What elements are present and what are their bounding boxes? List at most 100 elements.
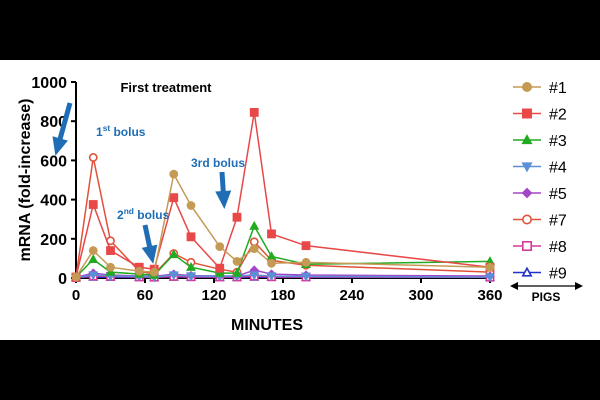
legend-label: #2 xyxy=(549,107,567,124)
legend-item-#5: #5 xyxy=(513,186,567,203)
main-x-tick-label: 180 xyxy=(270,287,295,304)
legend-label: #1 xyxy=(549,80,567,97)
bolus1-label-word: bolus xyxy=(110,125,146,139)
main-y-tick-label: 200 xyxy=(40,232,67,249)
bolus1-label: 1st bolus xyxy=(96,123,146,139)
data-point-#3 xyxy=(88,254,99,264)
data-point-#2 xyxy=(169,193,179,203)
data-point-#1 xyxy=(249,244,259,253)
data-point-#2 xyxy=(88,200,98,209)
main-axes: 0 200 400 600 800 1000 0 60 120 180 240 300 360 MINUT… xyxy=(17,75,503,334)
legend-title: PIGS xyxy=(532,290,561,304)
data-point-#2 xyxy=(215,263,225,273)
data-point-#4 xyxy=(249,271,260,281)
data-point-#4 xyxy=(88,271,99,281)
series-#1 xyxy=(71,169,495,282)
legend-marker xyxy=(521,81,532,92)
legend-marker xyxy=(521,108,532,119)
data-point-#1 xyxy=(134,266,144,276)
legend-item-#9: #9 xyxy=(513,266,567,283)
legend-item-#7: #7 xyxy=(513,213,567,230)
main-x-tick-label: 60 xyxy=(137,287,154,304)
legend-item-#1: #1 xyxy=(513,80,567,97)
bolus2-label-word: bolus xyxy=(134,208,170,222)
bolus3-label-num: 3rd bolus xyxy=(191,156,245,170)
legend-label: #7 xyxy=(549,213,567,230)
data-point-#4 xyxy=(485,273,495,283)
data-point-#1 xyxy=(485,262,495,272)
legend: #1 #2 #3 #4 #5 #7 #8 #9 PIGS xyxy=(510,80,583,304)
main-x-tick-label: 120 xyxy=(201,287,226,304)
bolus2-arrow-head xyxy=(141,244,158,264)
main-y-tick-label: 400 xyxy=(40,193,67,210)
data-point-#3 xyxy=(168,249,179,259)
legend-marker xyxy=(521,241,532,252)
legend-label: #4 xyxy=(549,160,567,177)
legend-item-#8: #8 xyxy=(513,239,567,256)
data-point-#3 xyxy=(186,261,196,271)
legend-marker xyxy=(521,266,533,277)
main-x-tick-label: 300 xyxy=(408,287,433,304)
legend-axis-right-arrow xyxy=(575,282,583,290)
bolus1-label-sup: st xyxy=(103,123,111,133)
main-y-tick-label: 0 xyxy=(58,271,67,288)
series-#2 xyxy=(71,107,495,282)
data-point-#2 xyxy=(301,241,311,251)
bolus3-label: 3rd bolus xyxy=(191,156,245,170)
data-point-#2 xyxy=(267,229,276,239)
data-point-#1 xyxy=(149,267,159,277)
legend-axis-left-arrow xyxy=(510,282,518,290)
legend-label: #9 xyxy=(549,266,567,283)
legend-marker xyxy=(521,134,533,145)
main-chart-title: First treatment xyxy=(120,80,212,95)
data-point-#4 xyxy=(186,272,196,282)
data-point-#3 xyxy=(232,267,242,277)
figure-panel: 0 200 400 600 800 1000 0 60 120 180 240 300 360 MINUT… xyxy=(0,60,600,340)
legend-label: #8 xyxy=(549,239,567,256)
data-point-#2 xyxy=(106,246,115,255)
data-point-#2 xyxy=(249,107,259,117)
data-point-#4 xyxy=(301,272,311,282)
data-point-#3 xyxy=(249,220,260,230)
bolus1-arrow-head xyxy=(52,136,68,156)
legend-marker xyxy=(521,187,533,199)
legend-label: #5 xyxy=(549,186,567,203)
bolus2-label: 2nd bolus xyxy=(117,206,170,222)
main-y-axis-title: mRNA (fold-increase) xyxy=(17,99,34,262)
data-point-#1 xyxy=(301,257,311,267)
legend-item-#2: #2 xyxy=(513,107,567,124)
data-point-#3 xyxy=(214,267,225,277)
data-point-#7 xyxy=(88,153,98,162)
main-y-tick-label: 800 xyxy=(40,114,67,131)
data-point-#1 xyxy=(88,246,98,255)
data-point-#1 xyxy=(215,242,225,252)
data-point-#1 xyxy=(106,262,115,272)
data-point-#3 xyxy=(105,266,116,276)
main-x-axis-title: MINUTES xyxy=(231,317,303,334)
data-point-#2 xyxy=(232,212,242,222)
legend-label: #3 xyxy=(549,133,567,150)
bolus1-label-num: 1 xyxy=(96,125,103,139)
legend-marker xyxy=(521,162,533,173)
data-point-#4 xyxy=(266,272,277,282)
data-point-#4 xyxy=(168,271,179,281)
data-point-#1 xyxy=(71,272,81,282)
legend-item-#3: #3 xyxy=(513,133,567,150)
data-point-#1 xyxy=(232,256,242,266)
data-point-#3 xyxy=(266,251,277,261)
main-x-tick-label: 0 xyxy=(72,287,80,304)
data-point-#2 xyxy=(186,232,196,242)
main-x-tick-label: 360 xyxy=(477,287,502,304)
main-y-tick-label: 1000 xyxy=(31,75,67,92)
bolus3-arrow-head xyxy=(215,190,232,209)
data-point-#1 xyxy=(186,201,196,210)
chart: 0 200 400 600 800 1000 0 60 120 180 240 300 360 MINUT… xyxy=(17,75,583,334)
legend-marker xyxy=(521,214,532,225)
main-y-tick-label: 600 xyxy=(40,153,67,170)
main-x-tick-label: 240 xyxy=(339,287,364,304)
data-point-#1 xyxy=(267,258,276,268)
data-point-#1 xyxy=(169,169,179,179)
bolus2-label-num: 2 xyxy=(117,208,124,222)
bolus2-label-sup: nd xyxy=(124,206,134,216)
